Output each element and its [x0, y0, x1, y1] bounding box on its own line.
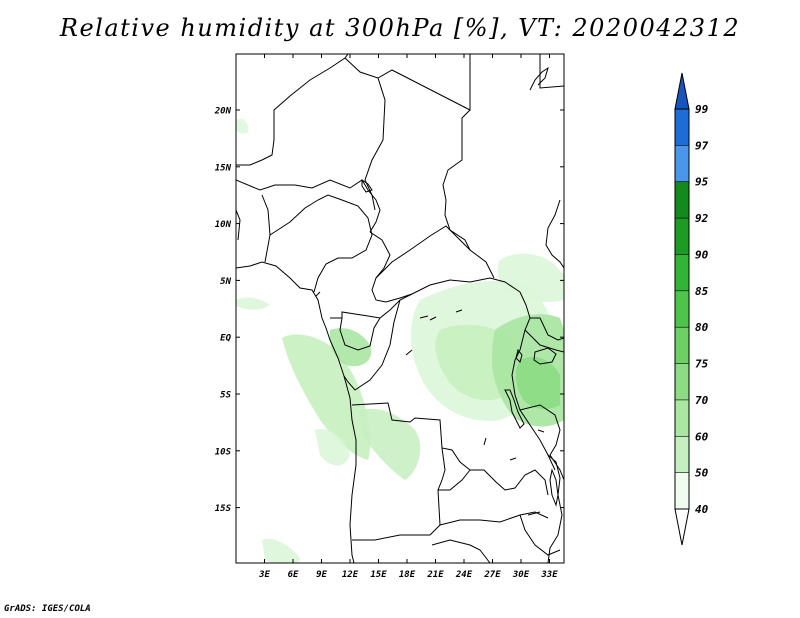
humidity-area-north-specks [236, 297, 270, 310]
river-segments [236, 209, 545, 516]
border-gabon [339, 317, 381, 351]
colorbar-label: 60 [695, 430, 709, 443]
border-libya-sudan [377, 54, 471, 111]
humidity-area-angola [360, 408, 421, 480]
border-zambia [438, 469, 549, 526]
colorbar-label: 80 [695, 321, 709, 334]
humidity-area-northeast [497, 253, 564, 302]
colorbar-under-triangle [674, 508, 690, 546]
lon-label: 24E [455, 570, 473, 580]
colorbar-segment [675, 436, 689, 473]
colorbar-segment [675, 181, 689, 219]
border-nigeria [261, 194, 373, 293]
lat-label: 20N [214, 107, 232, 117]
lon-label: 9E [316, 570, 327, 580]
map-frame [235, 53, 565, 564]
lat-label: 15N [215, 163, 232, 173]
colorbar-segment [675, 327, 689, 364]
colorbar-segment [675, 472, 689, 509]
lake-victoria [533, 347, 557, 365]
longitude-axis: 3E 6E 9E 12E 15E 18E 21E 24E 27E 30E 33E [258, 54, 558, 580]
humidity-shading [236, 118, 564, 563]
lat-label: EQ [220, 334, 231, 344]
humidity-area-angola-light [315, 429, 350, 466]
border-car [375, 225, 521, 295]
colorbar-segment [675, 218, 689, 255]
colorbar-label: 99 [695, 103, 709, 116]
humidity-area-west-coast [282, 334, 371, 460]
colorbar-segment [675, 290, 689, 328]
lon-label: 6E [288, 570, 299, 580]
border-congo [330, 293, 413, 391]
lake-malawi [549, 468, 559, 507]
colorbar-label: 40 [695, 503, 709, 516]
border-malawi [547, 454, 563, 563]
border-north-2 [236, 179, 381, 233]
lake-chad [361, 179, 373, 193]
grads-credit: GrADS: IGES/COLA [4, 604, 91, 614]
lat-label: 5N [220, 277, 231, 287]
border-drc-south [351, 402, 549, 496]
border-south [431, 514, 561, 563]
lon-label: 30E [512, 570, 530, 580]
border-chad [344, 57, 386, 211]
colorbar-segment [675, 363, 689, 400]
lat-label: 15S [215, 504, 232, 514]
colorbar-label: 50 [695, 467, 709, 480]
colorbar-segment [675, 399, 689, 437]
lat-label: 10S [215, 447, 232, 457]
border-sudan [442, 109, 495, 279]
colorbar-segment [675, 254, 689, 291]
colorbar-over-triangle [674, 72, 690, 110]
lon-label: 15E [370, 570, 387, 580]
colorbar-label: 97 [695, 139, 709, 152]
lake-tanganyika [504, 389, 525, 429]
map-title: Relative humidity at 300hPa [%], VT: 202… [59, 14, 741, 42]
border-tanzania [519, 404, 564, 481]
border-cameroon [369, 231, 413, 303]
colorbar-segment [675, 109, 689, 146]
colorbar-label: 75 [695, 358, 709, 371]
humidity-area-great-lakes-core [516, 356, 560, 410]
colorbar-label: 70 [695, 394, 709, 407]
lon-label: 18E [399, 570, 416, 580]
lat-label: 10N [215, 220, 232, 230]
humidity-area-sahara [236, 118, 249, 134]
lon-label: 27E [483, 570, 501, 580]
lat-label: 5S [220, 391, 231, 401]
lon-label: 33E [540, 570, 558, 580]
humidity-area-south [262, 538, 301, 563]
lake-albert [515, 348, 523, 363]
latitude-axis: 20N 15N 10N 5N EQ 5S 10S 15S [214, 107, 564, 514]
colorbar-label: 90 [695, 248, 709, 261]
colorbar-label: 92 [695, 212, 709, 225]
border-north-1 [236, 54, 349, 166]
lon-label: 12E [342, 570, 359, 580]
arabian-coast [529, 66, 549, 91]
coastline-west-africa [236, 261, 357, 563]
colorbar: 40 50 60 70 75 80 85 90 92 95 97 99 [674, 72, 709, 546]
lon-label: 3E [258, 570, 270, 580]
colorbar-segment [675, 145, 689, 182]
political-boundaries [236, 54, 564, 563]
colorbar-label: 95 [695, 176, 709, 189]
lon-label: 21E [426, 570, 444, 580]
colorbar-label: 85 [695, 285, 709, 298]
border-east-africa [524, 54, 564, 353]
